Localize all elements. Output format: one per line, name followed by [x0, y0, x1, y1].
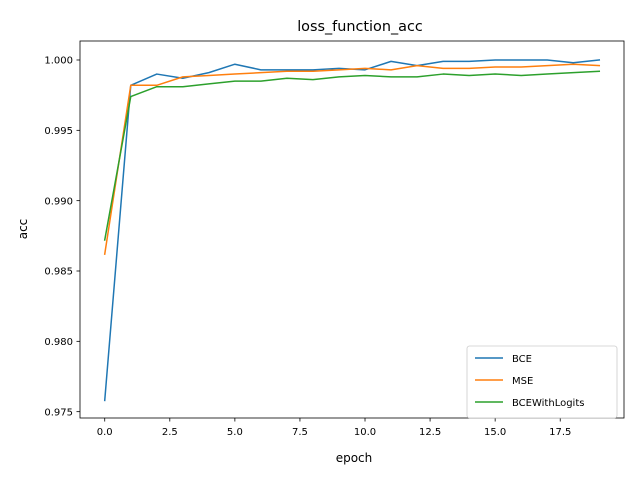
- y-tick-label: 0.985: [44, 267, 73, 278]
- y-tick-label: 1.000: [44, 56, 73, 67]
- legend-label: BCE: [512, 354, 532, 365]
- legend-box: [466, 345, 618, 419]
- y-tick-label: 0.975: [44, 407, 73, 418]
- y-tick-label: 0.980: [44, 337, 73, 348]
- chart-title: loss_function_acc: [297, 19, 423, 35]
- y-tick-label: 0.995: [44, 126, 73, 137]
- legend-label: MSE: [512, 376, 533, 387]
- series-line-bcewithlogits: [103, 70, 601, 241]
- x-tick-label: 5.0: [227, 427, 243, 438]
- x-tick-label: 12.5: [419, 427, 441, 438]
- x-axis-label: epoch: [336, 451, 373, 465]
- plot-area: 0.0 2.5 5.0 7.5 10.0 12.5 15.0 17.5 0.975 0.980 0.…: [44, 40, 625, 438]
- y-tick-label: 0.990: [44, 196, 73, 207]
- axes-frame: [79, 40, 625, 419]
- x-tick-label: 17.5: [549, 427, 571, 438]
- series-line-mse: [103, 63, 601, 255]
- y-axis-label: acc: [16, 219, 30, 240]
- x-tick-label: 2.5: [162, 427, 178, 438]
- x-tick-label: 7.5: [292, 427, 308, 438]
- x-tick-label: 0.0: [97, 427, 113, 438]
- x-tick-label: 10.0: [354, 427, 376, 438]
- legend-label: BCEWithLogits: [512, 398, 584, 409]
- legend: BCE MSE BCEWithLogits: [466, 345, 618, 419]
- x-tick-label: 15.0: [484, 427, 506, 438]
